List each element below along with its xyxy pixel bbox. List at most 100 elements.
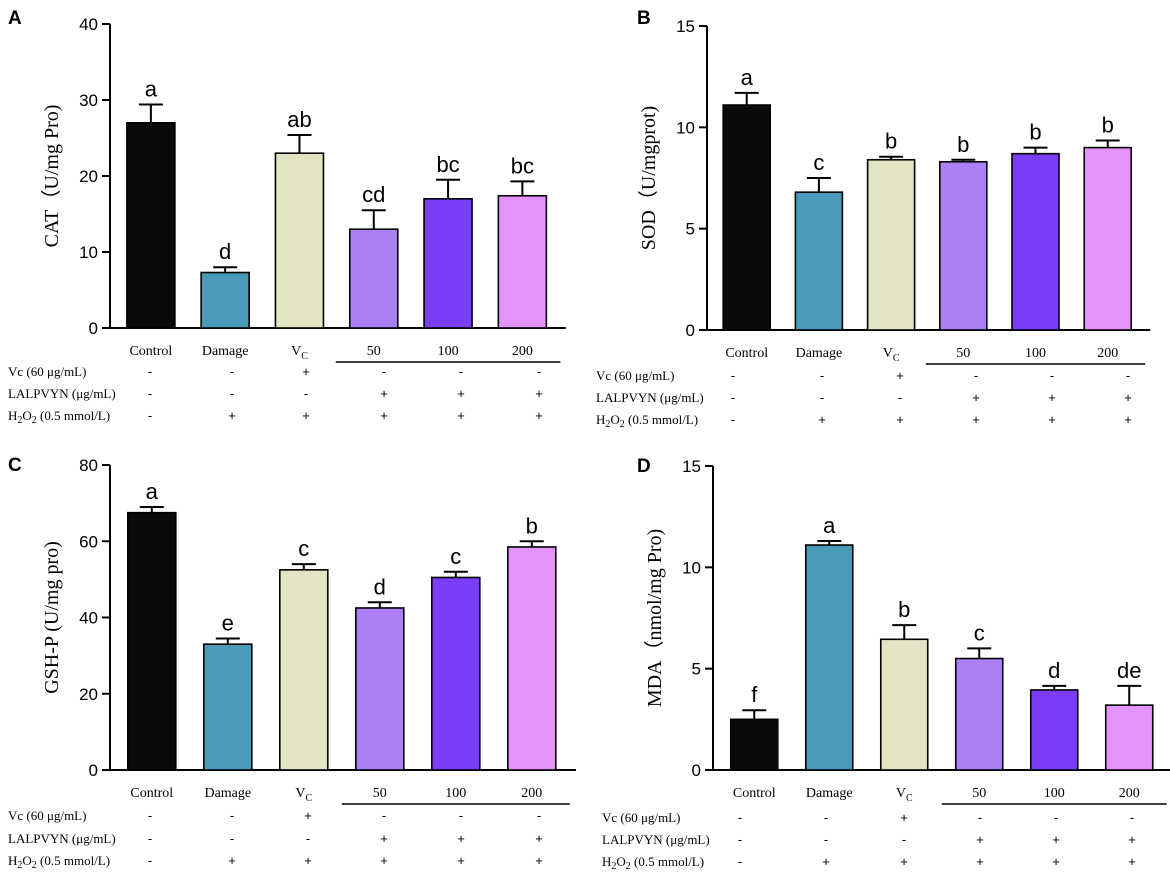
category-label: VC <box>291 344 308 362</box>
category-label: Damage <box>806 786 853 801</box>
y-tick-label: 60 <box>79 532 98 551</box>
treatment-sign: + <box>457 386 465 401</box>
treatment-label: H2O2 (0.5 mmol/L) <box>602 854 704 872</box>
y-axis-label: SOD（U/mgprot) <box>637 106 660 250</box>
category-subscript: C <box>306 793 313 804</box>
bar-200 <box>1104 704 1154 771</box>
treatment-label: Vc (60 μg/mL) <box>8 808 86 823</box>
treatment-sign: - <box>382 808 386 823</box>
significance-letter: b <box>898 597 910 622</box>
category-label: VC <box>295 786 312 804</box>
treatment-sign: - <box>731 390 735 405</box>
treatment-sign: + <box>228 408 236 423</box>
bar-50 <box>954 657 1004 771</box>
treatment-label: LALPVYN (μg/mL) <box>602 832 710 847</box>
subscript: 2 <box>611 861 616 872</box>
treatment-sign: + <box>896 412 904 427</box>
significance-letter: a <box>741 65 754 90</box>
category-label: Control <box>733 786 776 801</box>
treatment-sign: + <box>535 853 543 868</box>
treatment-sign: + <box>457 408 465 423</box>
significance-letter: b <box>957 132 969 157</box>
treatment-sign: - <box>738 854 742 869</box>
treatment-sign: - <box>459 364 463 379</box>
significance-letter: d <box>374 574 386 599</box>
treatment-sign: + <box>1124 390 1132 405</box>
bar-control <box>729 718 779 771</box>
y-tick-label: 10 <box>79 243 98 262</box>
treatment-sign: + <box>302 364 310 379</box>
treatment-sign: + <box>1052 854 1060 869</box>
treatment-sign: - <box>898 390 902 405</box>
treatment-sign: + <box>972 412 980 427</box>
treatment-sign: - <box>738 810 742 825</box>
subscript: 2 <box>605 419 610 430</box>
significance-letter: b <box>1102 113 1114 138</box>
y-tick-label: 40 <box>79 15 98 34</box>
y-tick-label: 20 <box>79 685 98 704</box>
category-label: 100 <box>1025 346 1046 361</box>
bar-100 <box>423 198 473 329</box>
significance-letter: a <box>823 513 836 538</box>
treatment-sign: - <box>148 853 152 868</box>
label-mid: O <box>22 408 31 423</box>
bar-100 <box>1029 689 1079 771</box>
treatment-label: H2O2 (0.5 mmol/L) <box>8 408 110 426</box>
category-subscript: C <box>301 351 308 362</box>
category-label: Damage <box>796 346 843 361</box>
panel-d: D 0 5 10 15 MDA（nmol/mg Pro) f Control a Damage b V… <box>602 456 1170 872</box>
category-label: 50 <box>972 786 986 801</box>
y-axis-label: CAT（U/mg Pro) <box>40 105 63 248</box>
label-mid: O <box>610 412 619 427</box>
treatment-sign: - <box>1054 810 1058 825</box>
treatment-sign: - <box>1050 368 1054 383</box>
significance-letter: c <box>450 544 461 569</box>
treatment-label: LALPVYN (μg/mL) <box>8 831 116 846</box>
y-tick-label: 10 <box>676 118 695 137</box>
significance-letter: c <box>974 620 985 645</box>
significance-letter: c <box>298 536 309 561</box>
treatment-sign: + <box>304 808 312 823</box>
category-label: 200 <box>1119 786 1140 801</box>
treatment-sign: + <box>1128 832 1136 847</box>
treatment-label: Vc (60 μg/mL) <box>8 364 86 379</box>
panel-letter: B <box>637 8 651 29</box>
treatment-sign: - <box>824 810 828 825</box>
significance-letter: ab <box>287 107 311 132</box>
treatment-sign: + <box>972 390 980 405</box>
treatment-sign: - <box>731 412 735 427</box>
significance-letter: f <box>751 682 758 707</box>
treatment-sign: - <box>148 386 152 401</box>
treatment-label: H2O2 (0.5 mmol/L) <box>596 412 698 430</box>
treatment-sign: - <box>820 368 824 383</box>
treatment-sign: - <box>230 808 234 823</box>
panel-b: B 0 5 10 15 SOD（U/mgprot) a Control c Damage b VC b 5… <box>596 8 1151 430</box>
label-rest: (0.5 mmol/L) <box>37 853 110 868</box>
category-label: 100 <box>445 786 466 801</box>
label-mid: O <box>616 854 625 869</box>
category-label: 200 <box>512 344 533 359</box>
treatment-sign: + <box>535 831 543 846</box>
treatment-sign: + <box>1048 412 1056 427</box>
y-tick-label: 0 <box>692 761 701 780</box>
treatment-sign: - <box>382 364 386 379</box>
y-tick-label: 5 <box>686 220 695 239</box>
treatment-sign: - <box>1130 810 1134 825</box>
bar-200 <box>1083 146 1133 331</box>
category-label: 100 <box>1044 786 1065 801</box>
category-label: Control <box>130 786 173 801</box>
treatment-sign: + <box>896 368 904 383</box>
treatment-sign: + <box>822 854 830 869</box>
treatment-sign: + <box>1048 390 1056 405</box>
treatment-sign: - <box>1126 368 1130 383</box>
bar-control <box>722 104 772 331</box>
bar-200 <box>506 546 557 771</box>
treatment-label: LALPVYN (μg/mL) <box>8 386 116 401</box>
y-tick-label: 15 <box>682 457 701 476</box>
treatment-sign: - <box>304 386 308 401</box>
bar-damage <box>200 271 250 329</box>
treatment-sign: + <box>900 810 908 825</box>
treatment-label: Vc (60 μg/mL) <box>602 810 680 825</box>
significance-letter: a <box>146 479 159 504</box>
treatment-sign: + <box>535 386 543 401</box>
